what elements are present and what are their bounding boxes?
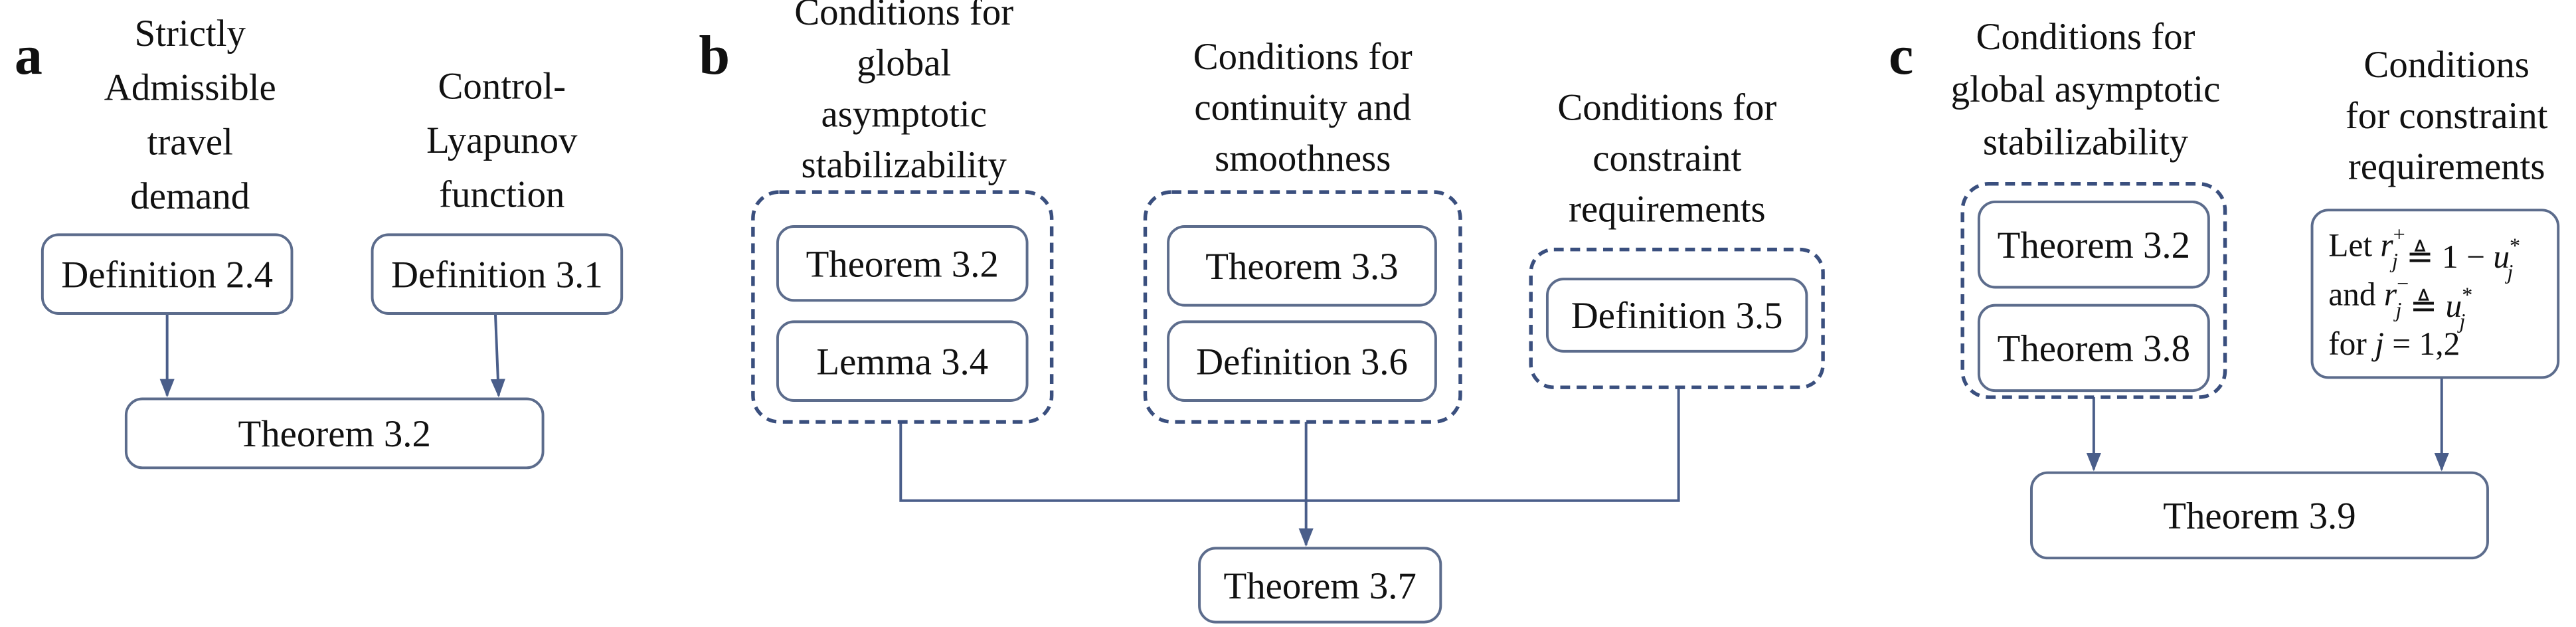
math-text: r bbox=[2384, 276, 2397, 313]
connectors bbox=[159, 182, 2449, 547]
box-label: Definition 3.6 bbox=[1196, 341, 1408, 383]
heading-line: Conditions for bbox=[1557, 86, 1776, 128]
math-sup: + bbox=[2393, 222, 2405, 246]
box-label: Theorem 3.9 bbox=[2163, 495, 2356, 537]
panel-label: a bbox=[15, 25, 43, 86]
heading-line: Conditions bbox=[2363, 44, 2529, 86]
heading-line: Lyapunov bbox=[426, 120, 578, 161]
heading-line: function bbox=[439, 173, 564, 215]
heading-line: Conditions for bbox=[1976, 16, 2195, 58]
group-frame bbox=[751, 190, 1054, 424]
panel: a Strictly Admissible travel demand Control- L… bbox=[15, 13, 624, 470]
panel: b Conditions for global asymptotic stabiliza… bbox=[699, 0, 1808, 624]
heading: Conditions for continuity and smoothness bbox=[1193, 36, 1413, 179]
heading-line: global asymptotic bbox=[1951, 68, 2221, 110]
heading-line: travel bbox=[147, 121, 233, 163]
heading-line: continuity and bbox=[1194, 86, 1411, 128]
box-label: Lemma 3.4 bbox=[816, 341, 988, 383]
box bbox=[1167, 225, 1437, 307]
heading-line: constraint bbox=[1592, 137, 1741, 179]
heading-line: Admissible bbox=[104, 67, 276, 109]
heading: Control- Lyapunov function bbox=[426, 65, 578, 215]
box bbox=[124, 397, 545, 470]
heading-line: Control- bbox=[438, 65, 566, 107]
math-text: for bbox=[2328, 325, 2367, 362]
math-line: Let r+ j ≜ 1 − u* j bbox=[2328, 222, 2520, 284]
math-sub: j bbox=[2393, 298, 2402, 321]
connector bbox=[899, 387, 1680, 502]
panel-label: c bbox=[1889, 25, 1913, 86]
group-frame bbox=[1960, 182, 2227, 399]
math-text: = 1,2 bbox=[2392, 325, 2460, 362]
heading-line: stabilizability bbox=[1983, 121, 2189, 163]
box bbox=[1977, 304, 2210, 393]
box bbox=[2029, 471, 2489, 560]
box bbox=[1977, 200, 2210, 289]
heading-line: demand bbox=[130, 175, 250, 217]
box-label: Theorem 3.8 bbox=[1998, 328, 2190, 370]
box bbox=[776, 225, 1029, 302]
math-text: u bbox=[2446, 288, 2462, 324]
box bbox=[1198, 547, 1442, 624]
heading: Conditions for constraint requirements bbox=[2346, 44, 2548, 187]
box bbox=[1545, 278, 1808, 353]
heading-line: Strictly bbox=[135, 13, 246, 54]
panel: c Conditions for global asymptotic stabiliz… bbox=[1889, 16, 2560, 560]
box-label: Definition 3.5 bbox=[1571, 295, 1783, 337]
heading-line: for constraint bbox=[2346, 95, 2548, 137]
box bbox=[776, 320, 1029, 402]
math-sup: − bbox=[2397, 271, 2409, 295]
heading-line: requirements bbox=[1569, 189, 1766, 230]
group-frame bbox=[1143, 190, 1462, 424]
box bbox=[371, 233, 624, 315]
box-label: Theorem 3.2 bbox=[238, 413, 431, 455]
math-line: and r− j ≜ u* j bbox=[2328, 271, 2472, 333]
math-sub: j bbox=[2389, 248, 2398, 272]
math-text: ≜ bbox=[2410, 288, 2437, 324]
math-sub: j bbox=[2457, 309, 2466, 333]
heading-line: global bbox=[857, 43, 951, 84]
heading: Conditions for global asymptotic stabiliza… bbox=[1951, 16, 2221, 163]
heading-line: Conditions for bbox=[1193, 36, 1413, 78]
math-sup: * bbox=[2510, 234, 2520, 258]
heading: Conditions for global asymptotic stabilizab… bbox=[794, 0, 1013, 186]
heading-line: requirements bbox=[2348, 145, 2545, 187]
arrow bbox=[490, 313, 505, 398]
heading-line: smoothness bbox=[1215, 137, 1391, 179]
heading-line: asymptotic bbox=[821, 93, 987, 135]
box bbox=[41, 233, 294, 315]
heading-line: stabilizability bbox=[802, 144, 1007, 186]
math-line: for j = 1,2 bbox=[2328, 325, 2460, 362]
box-label: Theorem 3.2 bbox=[1998, 224, 2190, 266]
box-label: Theorem 3.3 bbox=[1205, 246, 1398, 288]
box-label: Theorem 3.2 bbox=[806, 243, 999, 285]
box-label: Theorem 3.7 bbox=[1224, 565, 1417, 607]
math-text: r bbox=[2380, 227, 2393, 264]
math-text: and bbox=[2328, 276, 2376, 313]
heading: Strictly Admissible travel demand bbox=[104, 13, 276, 217]
box bbox=[1167, 320, 1437, 402]
math-text: u bbox=[2493, 238, 2510, 275]
heading-line: Conditions for bbox=[794, 0, 1013, 33]
math-text: ≜ 1 − bbox=[2406, 238, 2485, 275]
panel-label: b bbox=[699, 25, 730, 86]
heading: Conditions for constraint requirements bbox=[1557, 86, 1776, 230]
math-text: Let bbox=[2328, 227, 2372, 264]
box-label: Definition 2.4 bbox=[61, 254, 273, 296]
math-text: j bbox=[2371, 325, 2384, 362]
group-frame bbox=[1529, 247, 1825, 389]
box bbox=[2310, 209, 2560, 379]
math-sup: * bbox=[2462, 283, 2472, 307]
box-label: Definition 3.1 bbox=[391, 254, 603, 296]
math-sub: j bbox=[2504, 260, 2513, 284]
